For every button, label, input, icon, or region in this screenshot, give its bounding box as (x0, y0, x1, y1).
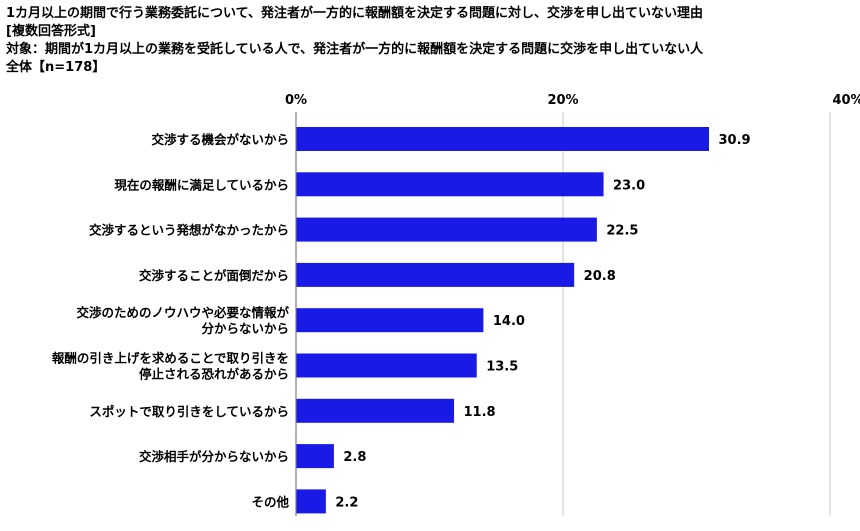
bar (296, 444, 334, 469)
category-label: 交渉するという発想がなかったから (89, 223, 289, 238)
bar (296, 489, 326, 514)
x-tick-label: 40% (832, 93, 860, 108)
category-label: その他 (251, 494, 289, 509)
value-label: 13.5 (486, 360, 518, 375)
chart-title: 1カ月以上の期間で行う業務委託について、発注者が一方的に報酬額を決定する問題に対… (6, 6, 704, 21)
value-label: 14.0 (493, 314, 525, 329)
sample-size: 全体【n=178】 (6, 60, 106, 75)
category-label: 交渉相手が分からないから (139, 449, 289, 464)
value-label: 2.2 (335, 495, 358, 510)
category-label: 交渉のためのノウハウや必要な情報が (76, 305, 289, 320)
x-tick-label: 0% (285, 93, 307, 108)
value-label: 20.8 (584, 269, 616, 284)
bar (296, 172, 604, 197)
category-label: 分からないから (201, 321, 289, 336)
bar (296, 127, 710, 151)
category-label: 交渉する機会がないから (151, 132, 289, 147)
category-label: 現在の報酬に満足しているから (114, 177, 289, 192)
target-description: 対象：期間が1カ月以上の業務を受託している人で、発注者が一方的に報酬額を決定する… (6, 42, 704, 57)
category-label: 停止される恐れがあるから (139, 367, 289, 382)
answer-format-note: [複数回答形式] (6, 24, 96, 39)
x-tick-label: 20% (547, 93, 578, 108)
value-label: 2.8 (343, 450, 366, 465)
bar (296, 308, 484, 333)
value-label: 23.0 (613, 178, 645, 193)
value-label: 22.5 (606, 224, 638, 239)
value-label: 30.9 (719, 133, 751, 148)
category-label: スポットで取り引きをしているから (89, 404, 289, 419)
bar (296, 217, 597, 242)
category-label: 報酬の引き上げを求めることで取り引きを (52, 351, 289, 366)
value-label: 11.8 (464, 405, 496, 420)
category-label: 交渉することが面倒だから (139, 268, 289, 283)
bar (296, 262, 575, 287)
bar (296, 398, 455, 423)
bar (296, 353, 477, 378)
